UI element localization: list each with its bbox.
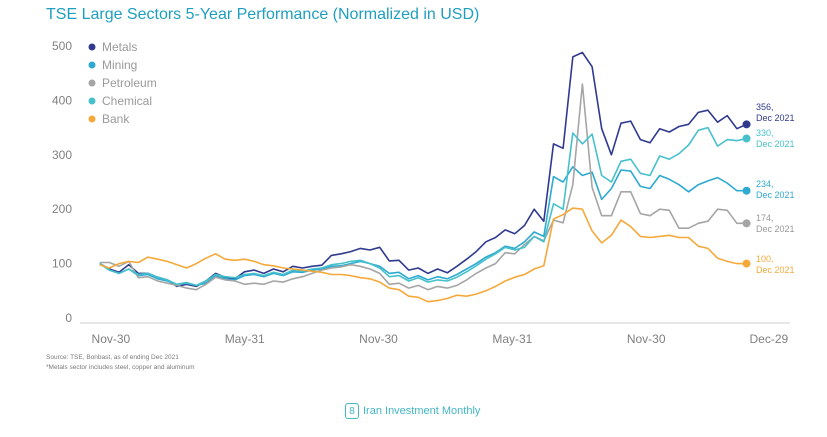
- source-note: Source: TSE, Bonbast, as of ending Dec 2…: [46, 354, 179, 361]
- legend-marker-chemical: [88, 97, 96, 105]
- series-line-bank: [99, 207, 747, 303]
- legend-marker-metals: [88, 43, 96, 51]
- end-label-chemical: 330, Dec 2021: [756, 128, 795, 149]
- series-line-petroleum: [99, 83, 747, 291]
- legend-label-petroleum: Petroleum: [102, 76, 157, 90]
- y-tick-label: 200: [52, 202, 72, 216]
- y-tick-label: 400: [52, 93, 72, 107]
- x-tick-label: May-31: [492, 332, 532, 346]
- series-line-metals: [99, 51, 747, 288]
- x-tick-label: Dec-29: [750, 332, 789, 346]
- legend-marker-bank: [88, 115, 96, 123]
- legend-marker-mining: [88, 61, 96, 69]
- legend-marker-petroleum: [88, 79, 96, 87]
- page-number: 8: [345, 403, 359, 419]
- y-tick-label: 0: [65, 311, 72, 325]
- legend: Metals Mining Petroleum Chemical Bank: [88, 40, 157, 126]
- legend-label-mining: Mining: [102, 58, 137, 72]
- end-marker-mining: [742, 186, 751, 195]
- end-marker-petroleum: [742, 219, 751, 228]
- x-tick-label: Nov-30: [359, 332, 398, 346]
- publication-name: Iran Investment Monthly: [363, 405, 481, 417]
- end-marker-bank: [742, 259, 751, 268]
- end-label-bank: 100, Dec 2021: [756, 254, 795, 275]
- y-tick-label: 300: [52, 148, 72, 162]
- legend-label-bank: Bank: [102, 112, 130, 126]
- series-end-markers: [742, 120, 751, 268]
- series-line-chemical: [99, 126, 747, 287]
- legend-label-chemical: Chemical: [102, 94, 152, 108]
- x-tick-label: May-31: [225, 332, 265, 346]
- x-axis: Nov-30 May-31 Nov-30 May-31 Nov-30 Dec-29: [80, 322, 790, 346]
- series-end-labels: 356, Dec 2021 234, Dec 2021 174, Dec 2021 330,…: [756, 102, 795, 275]
- end-marker-metals: [742, 120, 751, 129]
- end-label-mining: 234, Dec 2021: [756, 179, 795, 200]
- footer: 8 Iran Investment Monthly: [345, 403, 480, 419]
- legend-label-metals: Metals: [102, 40, 137, 54]
- series-line-mining: [99, 166, 747, 287]
- chart-title: TSE Large Sectors 5-Year Performance (No…: [46, 6, 480, 23]
- end-marker-chemical: [742, 134, 751, 143]
- series-lines: [99, 51, 747, 303]
- y-axis: 0 100 200 300 400 500: [52, 39, 72, 325]
- end-label-petroleum: 174, Dec 2021: [756, 213, 795, 234]
- y-tick-label: 500: [52, 39, 72, 53]
- x-tick-label: Nov-30: [627, 332, 666, 346]
- footnote: *Metals sector includes steel, copper an…: [46, 364, 195, 371]
- y-tick-label: 100: [52, 257, 72, 271]
- end-label-metals: 356, Dec 2021: [756, 102, 795, 123]
- x-tick-label: Nov-30: [92, 332, 131, 346]
